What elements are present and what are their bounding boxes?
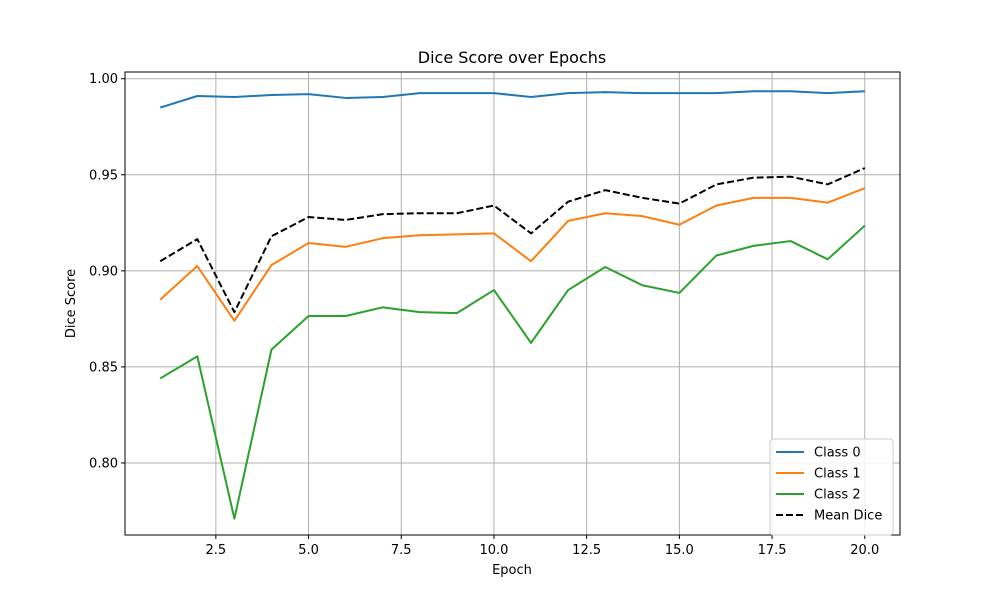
x-tick-label: 7.5 [391,543,412,558]
legend-box [769,438,894,536]
y-tick-label: 1.00 [89,72,118,87]
legend-entry: Mean Dice [814,509,882,524]
plot-frame [124,71,901,536]
x-tick-label: 15.0 [665,543,694,558]
legend: Class 0 Class 1 Class 2 Mean Dice [769,438,894,536]
y-tick-label: 0.95 [89,168,118,183]
legend-entry: Class 1 [814,467,861,482]
series-line [159,224,866,520]
legend-entry: Class 2 [814,488,861,503]
y-tick-label: 0.80 [89,456,118,471]
x-axis-label: Epoch [492,563,532,578]
x-tick-label: 17.5 [758,543,787,558]
chart-title: Dice Score over Epochs [418,48,606,67]
series-layer [159,90,866,520]
x-tick-label: 10.0 [479,543,508,558]
y-tick-label: 0.90 [89,264,118,279]
y-axis-ticks: 0.80 0.85 0.90 0.95 1.00 [89,72,125,471]
series-line [159,90,865,109]
series-line [159,187,866,322]
y-axis-label: Dice Score [64,269,79,338]
x-tick-label: 20.0 [850,543,879,558]
legend-entry: Class 0 [814,446,861,461]
x-tick-label: 5.0 [298,543,319,558]
series-line [159,167,866,314]
x-tick-label: 2.5 [206,543,227,558]
x-tick-label: 12.5 [572,543,601,558]
x-axis-ticks: 2.5 5.0 7.5 10.0 12.5 15.0 17.5 20.0 [206,535,879,558]
y-tick-label: 0.85 [89,360,118,375]
